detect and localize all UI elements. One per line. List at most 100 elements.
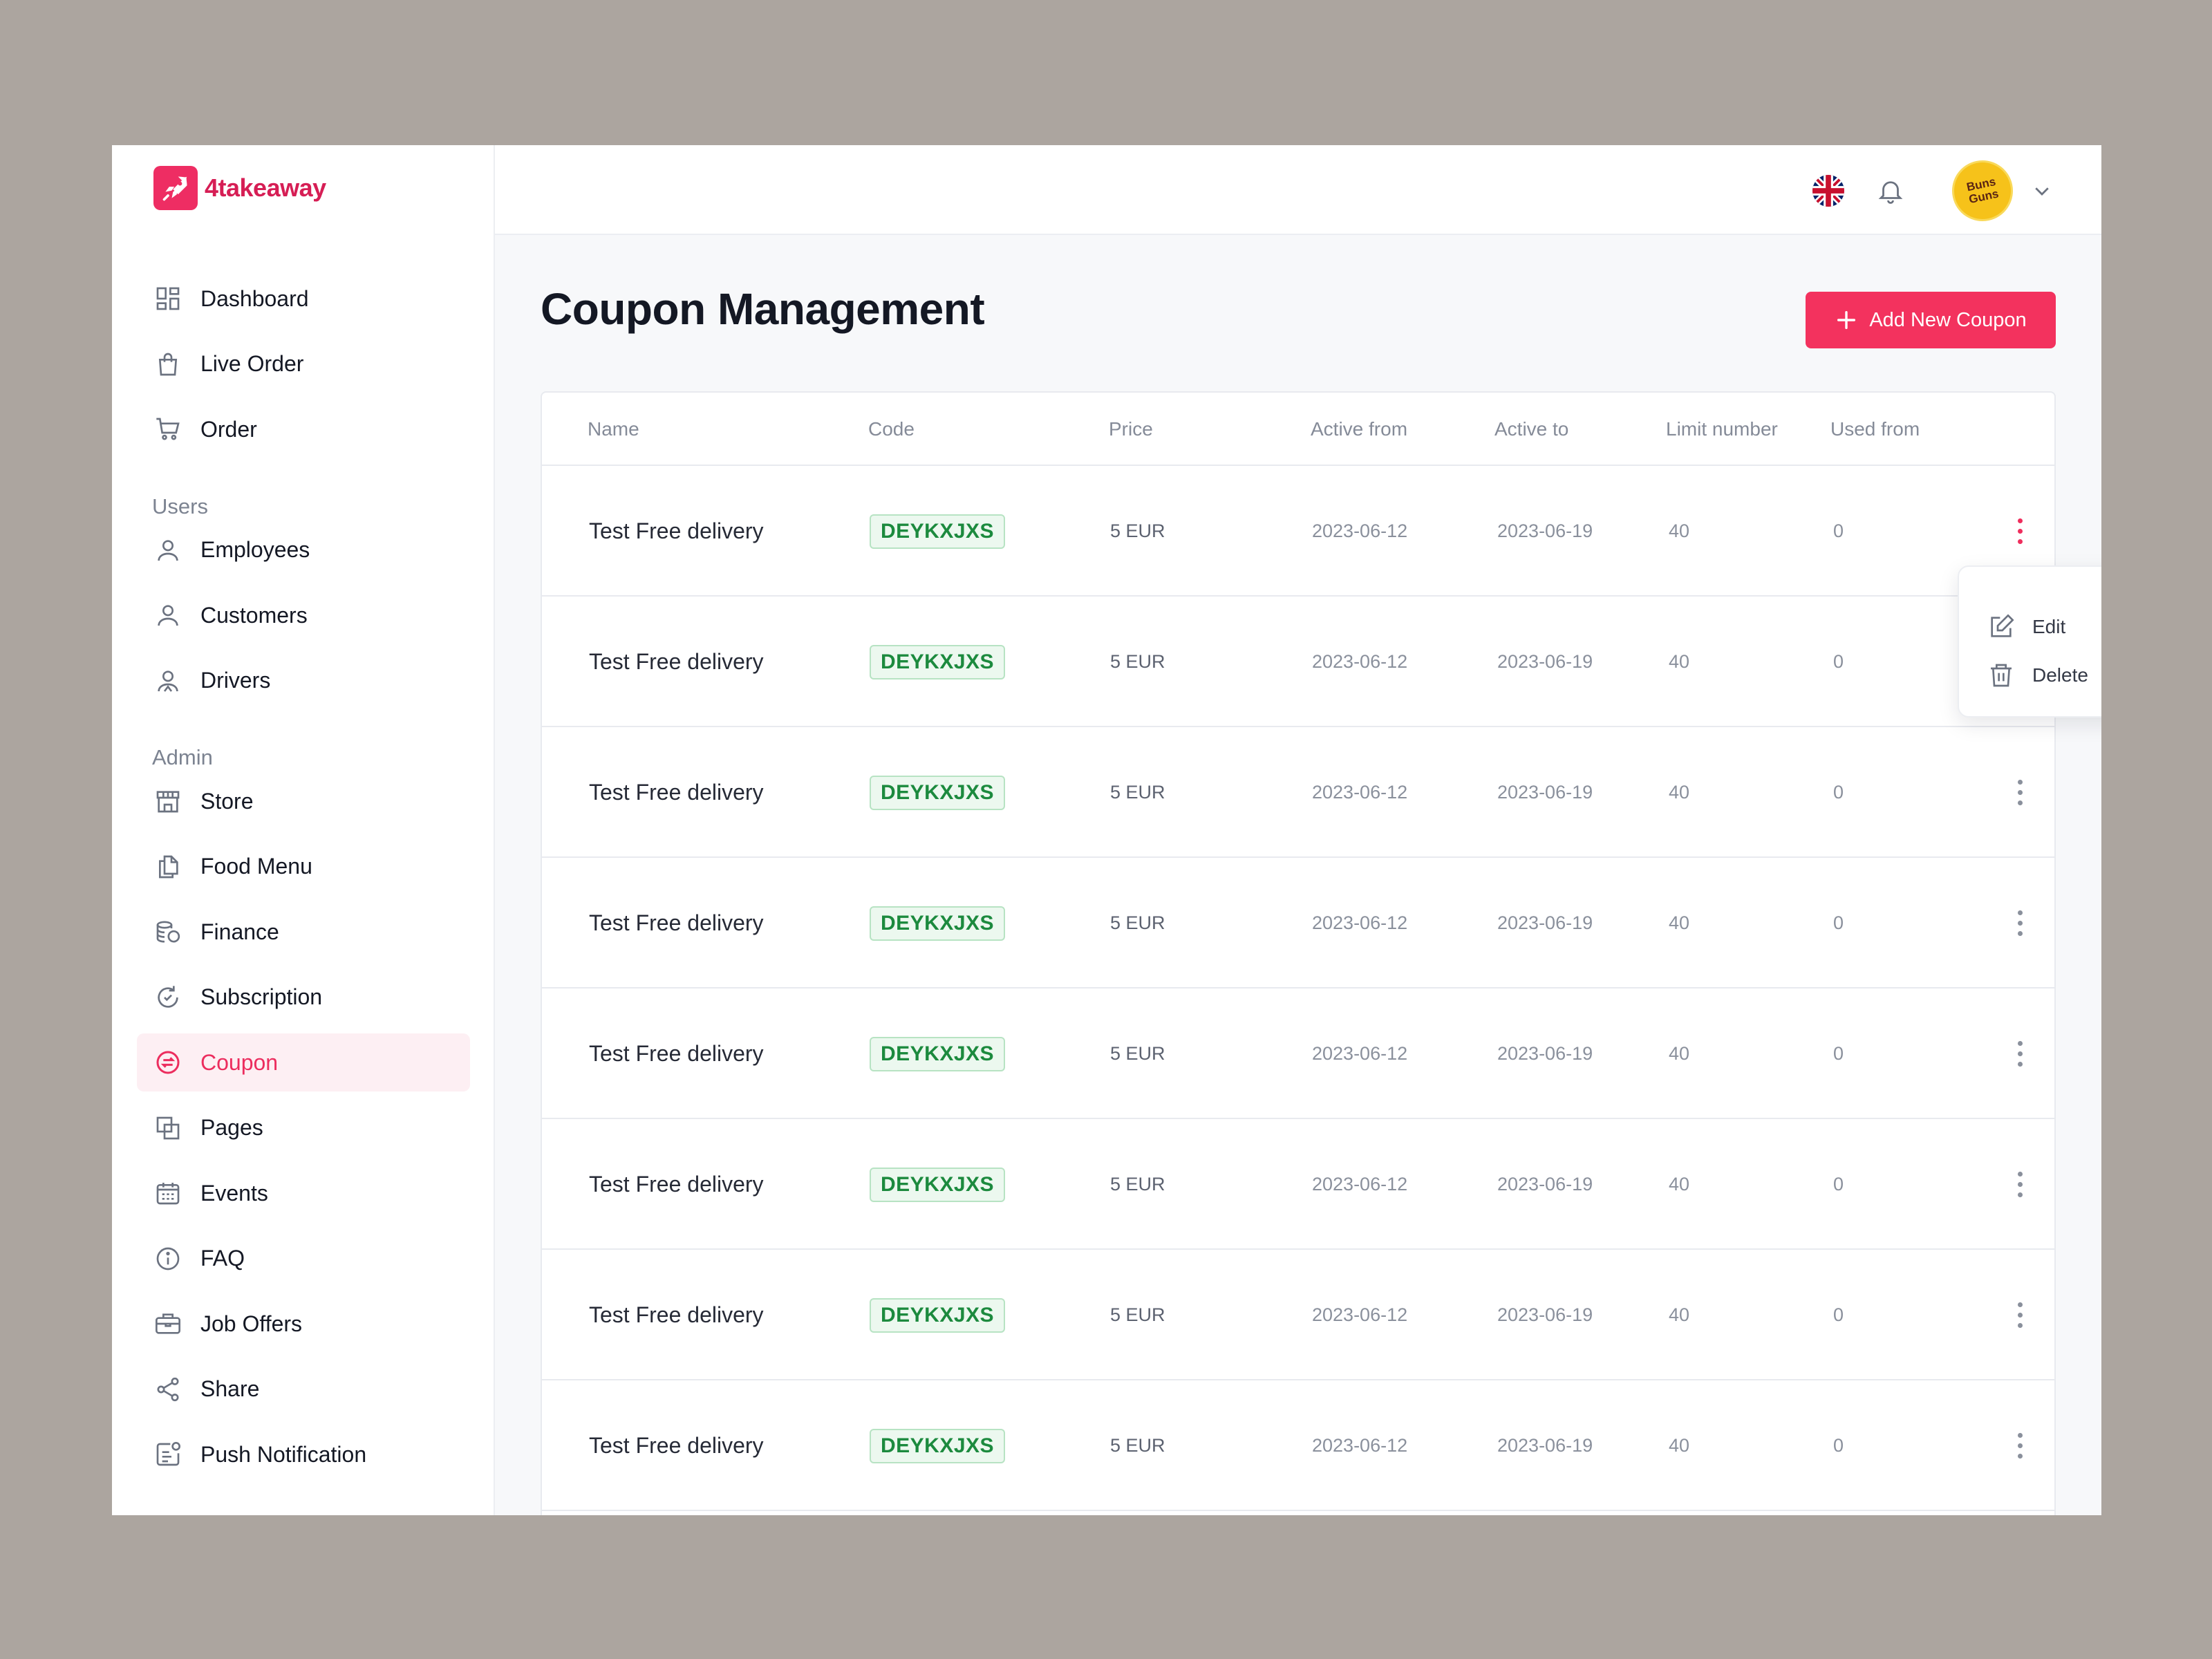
sidebar-item-events[interactable]: Events (137, 1164, 470, 1222)
coupon-name: Test Free delivery (589, 1172, 764, 1197)
cart-icon (152, 413, 184, 445)
logo[interactable]: 4takeaway (153, 166, 326, 210)
table-row[interactable]: Test Free delivery DEYKXJXS 5 EUR 2023-0… (542, 597, 2054, 727)
sidebar-item-label: Employees (200, 537, 310, 562)
coupon-limit: 40 (1669, 1304, 1690, 1325)
user-icon (152, 534, 184, 566)
column-header-active-from[interactable]: Active from (1311, 418, 1408, 440)
column-header-name[interactable]: Name (588, 418, 639, 440)
sidebar-item-share[interactable]: Share (137, 1360, 470, 1418)
sidebar-item-subscription[interactable]: Subscription (137, 968, 470, 1027)
coupon-used: 0 (1833, 782, 1844, 803)
coupon-used: 0 (1833, 1043, 1844, 1064)
menu-item-delete[interactable]: Delete (1959, 651, 2101, 700)
sidebar-item-coupon[interactable]: Coupon (137, 1033, 470, 1091)
dashboard-icon (152, 283, 184, 315)
menu-item-edit[interactable]: Edit (1959, 603, 2101, 651)
more-options-icon[interactable] (2013, 1119, 2027, 1250)
coupon-used: 0 (1833, 912, 1844, 933)
table-row[interactable]: Test Free delivery DEYKXJXS 5 EUR 2023-0… (542, 727, 2054, 858)
coupon-active-from: 2023-06-12 (1312, 521, 1408, 541)
coupon-code-badge: DEYKXJXS (870, 1297, 1006, 1333)
bell-icon[interactable] (1875, 175, 1906, 207)
sidebar-item-label: Food Menu (200, 854, 312, 879)
table-row[interactable]: Test Free delivery DEYKXJXS 5 EUR 2023-0… (542, 1380, 2054, 1511)
coupon-table: Name Code Price Active from Active to Li… (541, 391, 2056, 1515)
coupon-name: Test Free delivery (589, 1433, 764, 1458)
table-row[interactable]: Test Free delivery DEYKXJXS 5 EUR 2023-0… (542, 858, 2054, 988)
coupon-price: 5 EUR (1110, 1043, 1165, 1064)
more-options-icon[interactable] (2013, 858, 2027, 988)
coupon-limit: 40 (1669, 1043, 1690, 1064)
sidebar-item-employees[interactable]: Employees (137, 521, 470, 579)
coupon-name: Test Free delivery (589, 649, 764, 674)
sidebar-item-label: Finance (200, 919, 279, 944)
sidebar-item-faq[interactable]: FAQ (137, 1230, 470, 1288)
sidebar-item-push-notification[interactable]: Push Notification (137, 1425, 470, 1483)
edit-icon (1987, 612, 2016, 641)
user-icon (152, 599, 184, 631)
chevron-down-icon[interactable] (2028, 177, 2056, 205)
more-options-icon[interactable] (2013, 1250, 2027, 1380)
section-label-users: Users (152, 494, 208, 518)
coupon-active-to: 2023-06-19 (1497, 1043, 1593, 1064)
user-menu[interactable]: Buns Guns (1946, 154, 2056, 227)
more-options-icon[interactable] (2013, 727, 2027, 858)
uk-flag-icon[interactable] (1812, 175, 1844, 207)
trash-icon (1987, 661, 2016, 690)
briefcase-icon (152, 1308, 184, 1340)
coupon-active-from: 2023-06-12 (1312, 1304, 1408, 1325)
sidebar-item-live-order[interactable]: Live Order (137, 335, 470, 393)
coupon-limit: 40 (1669, 782, 1690, 803)
calendar-icon (152, 1177, 184, 1209)
sidebar-item-label: Events (200, 1180, 268, 1206)
sidebar-item-drivers[interactable]: Drivers (137, 652, 470, 710)
sidebar-item-pages[interactable]: Pages (137, 1099, 470, 1157)
column-header-code[interactable]: Code (868, 418, 915, 440)
coupon-code-badge: DEYKXJXS (870, 514, 1006, 549)
coupon-price: 5 EUR (1110, 912, 1165, 933)
coupon-used: 0 (1833, 1174, 1844, 1194)
coupon-active-from: 2023-06-12 (1312, 1435, 1408, 1456)
coupon-active-from: 2023-06-12 (1312, 912, 1408, 933)
sidebar-item-job-offers[interactable]: Job Offers (137, 1295, 470, 1353)
more-options-icon[interactable] (2013, 988, 2027, 1119)
sidebar-nav: Dashboard Live Order Order Users (137, 270, 470, 1491)
sidebar-item-finance[interactable]: Finance (137, 903, 470, 961)
coupon-limit: 40 (1669, 912, 1690, 933)
driver-icon (152, 665, 184, 697)
sidebar-item-label: Subscription (200, 984, 323, 1009)
row-actions-menu: Edit Delete (1958, 565, 2101, 718)
add-new-coupon-button[interactable]: Add New Coupon (1806, 292, 2056, 348)
add-new-coupon-label: Add New Coupon (1869, 308, 2027, 331)
sidebar-item-dashboard[interactable]: Dashboard (137, 270, 470, 328)
column-header-used-from[interactable]: Used from (1830, 418, 1920, 440)
sidebar-item-store[interactable]: Store (137, 772, 470, 830)
sidebar-item-customers[interactable]: Customers (137, 586, 470, 644)
coupon-active-from: 2023-06-12 (1312, 782, 1408, 803)
table-row[interactable]: Test Free delivery DEYKXJXS 5 EUR 2023-0… (542, 466, 2054, 597)
table-row[interactable]: Test Free delivery DEYKXJXS 5 EUR 2023-0… (542, 988, 2054, 1119)
page-title: Coupon Management (541, 284, 985, 334)
share-icon (152, 1374, 184, 1405)
table-row[interactable]: Test Free delivery DEYKXJXS 5 EUR 2023-0… (542, 1119, 2054, 1250)
more-options-icon[interactable] (2013, 1380, 2027, 1511)
column-header-limit-number[interactable]: Limit number (1666, 418, 1778, 440)
coupon-active-to: 2023-06-19 (1497, 1435, 1593, 1456)
sidebar-item-label: Store (200, 788, 254, 814)
column-header-price[interactable]: Price (1109, 418, 1153, 440)
sidebar-item-label: Live Order (200, 351, 304, 376)
bag-icon (152, 348, 184, 380)
app-window: 4takeaway Dashboard Live Order Order (112, 145, 2101, 1515)
coupon-active-from: 2023-06-12 (1312, 1043, 1408, 1064)
sidebar-item-order[interactable]: Order (137, 400, 470, 458)
table-row[interactable]: Test Free delivery DEYKXJXS 5 EUR 2023-0… (542, 1250, 2054, 1380)
more-options-icon[interactable] (2013, 466, 2027, 597)
menu-item-label: Delete (2032, 664, 2088, 686)
coupon-code-badge: DEYKXJXS (870, 1036, 1006, 1071)
coupon-code-badge: DEYKXJXS (870, 775, 1006, 810)
column-header-active-to[interactable]: Active to (1494, 418, 1569, 440)
sidebar-item-label: Push Notification (200, 1441, 367, 1467)
sidebar-item-food-menu[interactable]: Food Menu (137, 838, 470, 896)
avatar[interactable]: Buns Guns (1946, 154, 2019, 227)
